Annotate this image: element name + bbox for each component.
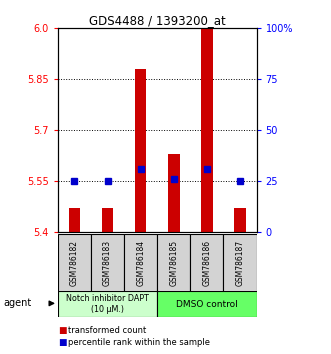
Bar	[234, 208, 246, 232]
Bar	[168, 154, 179, 232]
Bar	[135, 69, 146, 232]
Bar	[58, 234, 91, 292]
Bar	[124, 234, 157, 292]
Text: GSM786187: GSM786187	[235, 240, 245, 286]
Text: transformed count: transformed count	[68, 326, 146, 336]
Text: GSM786183: GSM786183	[103, 240, 112, 286]
Bar	[102, 208, 113, 232]
Text: GSM786185: GSM786185	[169, 240, 178, 286]
Bar	[223, 234, 257, 292]
Title: GDS4488 / 1393200_at: GDS4488 / 1393200_at	[89, 14, 226, 27]
Bar	[91, 234, 124, 292]
Text: percentile rank within the sample: percentile rank within the sample	[68, 338, 210, 347]
Bar	[58, 291, 157, 317]
Text: GSM786182: GSM786182	[70, 240, 79, 286]
Bar	[201, 28, 213, 232]
Bar	[157, 291, 257, 317]
Text: Notch inhibitor DAPT
(10 μM.): Notch inhibitor DAPT (10 μM.)	[66, 295, 149, 314]
Text: agent: agent	[3, 298, 31, 308]
Bar	[69, 208, 80, 232]
Text: ■: ■	[58, 326, 67, 336]
Text: DMSO control: DMSO control	[176, 299, 238, 309]
Text: GSM786186: GSM786186	[202, 240, 212, 286]
Bar	[157, 234, 190, 292]
Text: ■: ■	[58, 338, 67, 347]
Text: GSM786184: GSM786184	[136, 240, 145, 286]
Bar	[190, 234, 223, 292]
